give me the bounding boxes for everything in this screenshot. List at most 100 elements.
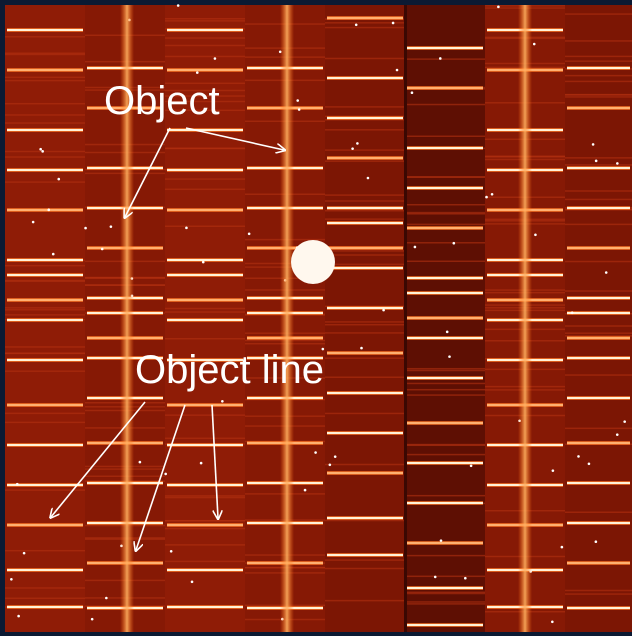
- faint-line: [5, 122, 85, 124]
- sky-line-core: [407, 337, 483, 339]
- sky-line-core: [167, 484, 243, 486]
- faint-line: [5, 352, 85, 354]
- faint-line: [405, 454, 485, 456]
- faint-line: [565, 290, 632, 292]
- cosmic-ray: [298, 108, 301, 111]
- sky-line-core: [7, 169, 83, 171]
- sky-line-core: [327, 77, 403, 79]
- faint-line: [565, 199, 632, 201]
- sky-line-core: [7, 29, 83, 31]
- faint-line: [5, 77, 85, 79]
- sky-line-core: [567, 562, 630, 564]
- sky-line-core: [567, 397, 630, 399]
- cosmic-ray: [23, 552, 26, 555]
- sky-line-core: [567, 482, 630, 484]
- cosmic-ray: [439, 57, 442, 60]
- faint-line: [405, 592, 485, 594]
- cosmic-ray: [248, 232, 251, 235]
- faint-line: [325, 27, 405, 29]
- sky-line-core: [7, 299, 83, 301]
- cosmic-ray: [434, 576, 437, 579]
- faint-line: [325, 568, 405, 570]
- cosmic-ray: [592, 143, 595, 146]
- sky-line-core: [327, 392, 403, 394]
- sky-line-core: [407, 587, 483, 589]
- cosmic-ray: [202, 261, 205, 264]
- cosmic-ray: [571, 311, 574, 314]
- sky-line-core: [7, 569, 83, 571]
- faint-line: [5, 309, 85, 311]
- cosmic-ray: [485, 196, 488, 199]
- faint-line: [5, 156, 85, 158]
- faint-line: [165, 561, 245, 563]
- faint-line: [165, 308, 245, 310]
- sky-line-core: [407, 87, 483, 89]
- cosmic-ray: [91, 618, 94, 621]
- sky-line-core: [7, 524, 83, 526]
- faint-line: [5, 587, 85, 589]
- sky-line-core: [167, 319, 243, 321]
- sky-line-core: [327, 157, 403, 159]
- sky-line-core: [7, 359, 83, 361]
- cosmic-ray: [356, 142, 359, 145]
- faint-line: [565, 332, 632, 334]
- faint-line: [405, 213, 485, 215]
- faint-line: [165, 497, 245, 499]
- faint-line: [565, 224, 632, 226]
- faint-line: [5, 36, 85, 38]
- faint-line: [405, 389, 485, 391]
- sky-line-core: [407, 147, 483, 149]
- sky-line-core: [407, 292, 483, 294]
- faint-line: [325, 324, 405, 326]
- cosmic-ray: [355, 23, 358, 26]
- faint-line: [165, 56, 245, 58]
- sky-line-core: [567, 442, 630, 444]
- cosmic-ray: [57, 178, 60, 181]
- sky-line-core: [407, 542, 483, 544]
- sky-line-core: [7, 404, 83, 406]
- faint-line: [165, 414, 245, 416]
- faint-line: [5, 346, 85, 348]
- faint-line: [405, 603, 485, 605]
- faint-line: [405, 260, 485, 262]
- sky-line-core: [327, 517, 403, 519]
- faint-line: [5, 422, 85, 424]
- faint-line: [325, 250, 405, 252]
- faint-line: [325, 194, 405, 196]
- sky-line-core: [327, 207, 403, 209]
- faint-line: [325, 129, 405, 131]
- cosmic-ray: [577, 455, 580, 458]
- sky-line-core: [327, 17, 403, 19]
- faint-line: [405, 136, 485, 138]
- sky-line-core: [7, 444, 83, 446]
- faint-line: [405, 394, 485, 396]
- cosmic-ray: [101, 248, 104, 251]
- cosmic-ray: [105, 597, 108, 600]
- faint-line: [325, 413, 405, 415]
- slit-columns: [5, 4, 632, 632]
- faint-line: [565, 374, 632, 376]
- faint-line: [165, 18, 245, 20]
- cosmic-ray: [185, 227, 188, 230]
- sky-line-core: [167, 524, 243, 526]
- faint-line: [325, 218, 405, 220]
- faint-line: [5, 314, 85, 316]
- cosmic-ray: [47, 209, 50, 212]
- faint-line: [5, 280, 85, 282]
- faint-line: [165, 495, 245, 497]
- cosmic-ray: [32, 221, 35, 224]
- sky-line-core: [327, 247, 403, 249]
- sky-line-core: [567, 357, 630, 359]
- cosmic-ray: [17, 615, 20, 618]
- faint-line: [165, 338, 245, 340]
- faint-line: [5, 103, 85, 105]
- faint-line: [405, 555, 485, 557]
- faint-line: [5, 52, 85, 54]
- slit: [325, 5, 405, 632]
- cosmic-ray: [221, 400, 224, 403]
- cosmic-ray: [16, 483, 19, 486]
- faint-line: [565, 261, 632, 263]
- sky-line-core: [407, 502, 483, 504]
- sky-line-core: [327, 222, 403, 224]
- faint-line: [405, 601, 485, 603]
